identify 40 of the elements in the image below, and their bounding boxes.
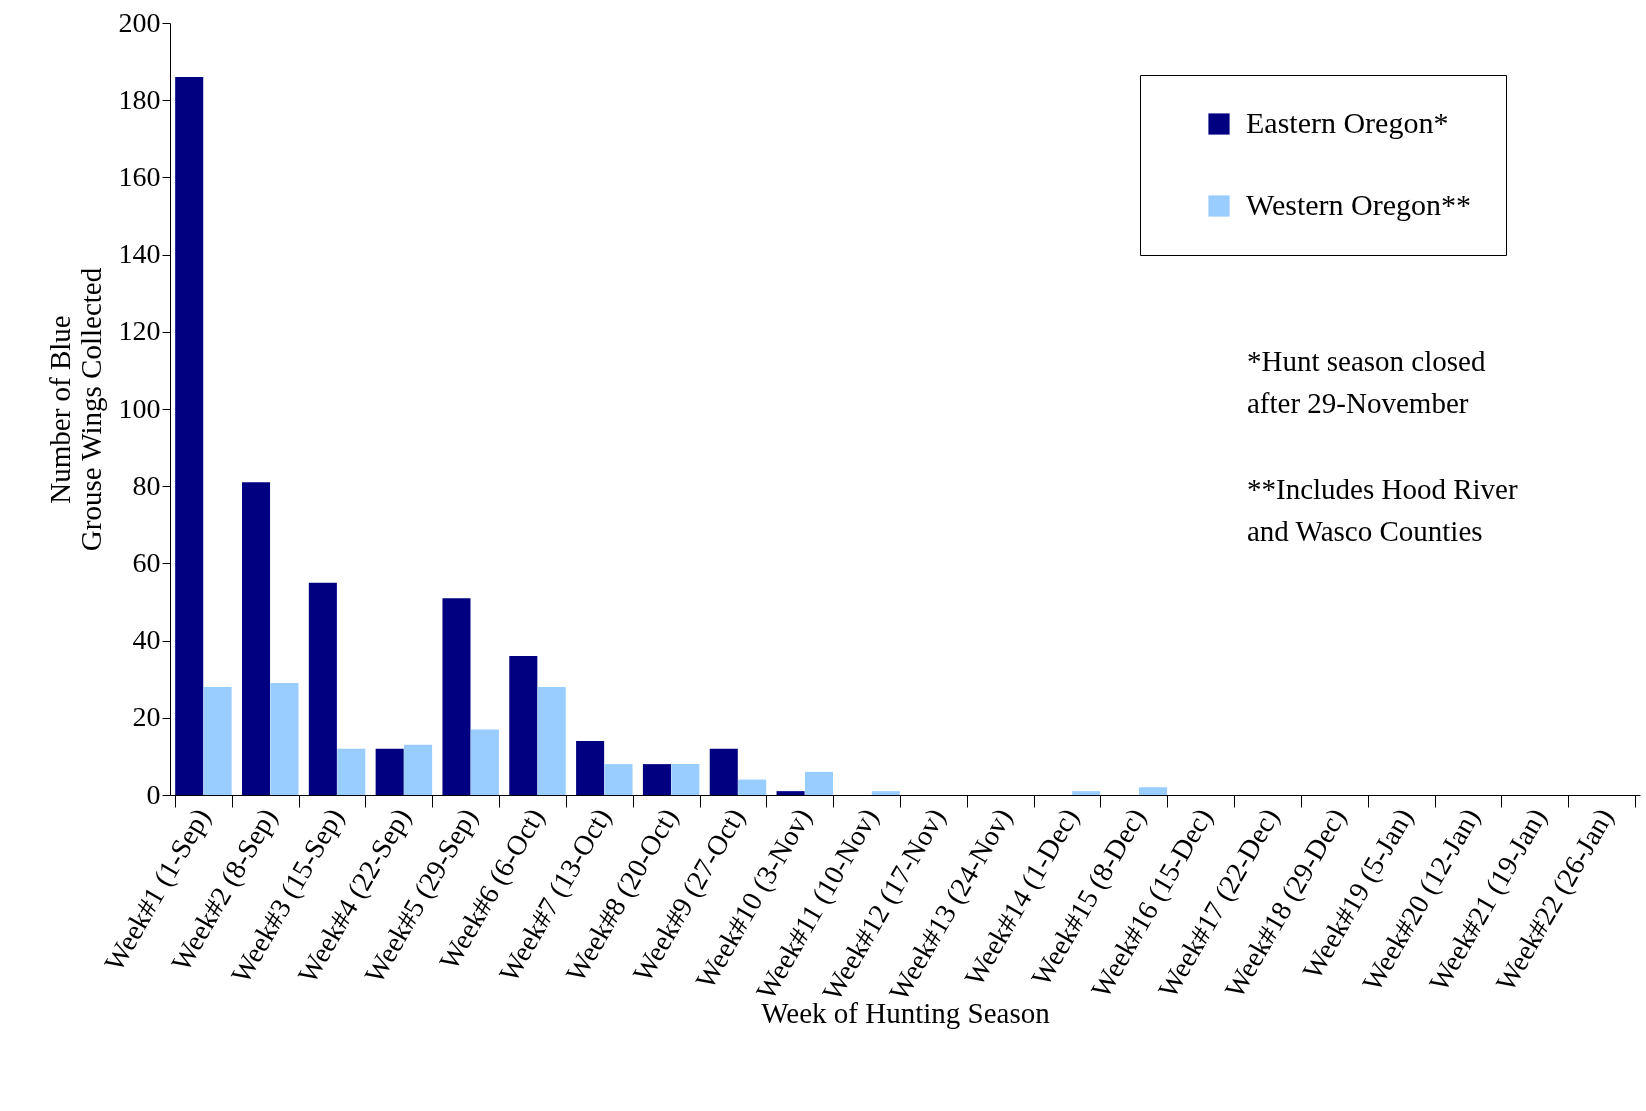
bar — [203, 686, 232, 795]
y-tick-label: 80 — [132, 469, 161, 501]
bar — [738, 779, 767, 795]
bar — [642, 764, 671, 795]
bar — [175, 77, 204, 795]
bar — [337, 748, 366, 795]
y-axis-title: Number of Blue Grouse Wings Collected — [43, 267, 107, 552]
bar — [1139, 787, 1168, 795]
bar — [1072, 791, 1101, 795]
bar — [671, 764, 700, 795]
bar — [509, 656, 538, 795]
y-tick-label: 180 — [118, 83, 161, 115]
y-tick-label: 100 — [118, 392, 161, 424]
annotation: *Hunt season closed after 29-November — [1247, 345, 1486, 419]
y-tick-label: 20 — [132, 701, 161, 733]
bar — [537, 686, 566, 795]
bar — [604, 764, 633, 795]
y-tick-label: 200 — [118, 6, 161, 38]
legend-label: Eastern Oregon* — [1246, 106, 1449, 139]
bar — [404, 744, 433, 795]
bar — [804, 771, 833, 795]
y-tick-label: 120 — [118, 315, 161, 347]
y-tick-label: 140 — [118, 238, 161, 270]
y-tick-label: 160 — [118, 160, 161, 192]
annotation: **Includes Hood River and Wasco Counties — [1247, 473, 1518, 547]
bar — [270, 683, 299, 795]
bar — [242, 482, 271, 795]
bar — [375, 748, 404, 795]
y-tick-label: 0 — [146, 778, 161, 810]
legend-label: Western Oregon** — [1246, 188, 1472, 221]
x-axis-title: Week of Hunting Season — [761, 996, 1051, 1029]
bar — [576, 740, 605, 795]
bar — [308, 582, 337, 795]
bar — [470, 729, 499, 795]
y-tick-label: 60 — [132, 546, 161, 578]
bar — [776, 791, 805, 795]
y-tick-label: 40 — [132, 624, 161, 656]
bar — [709, 748, 738, 795]
bar — [442, 598, 471, 795]
bar — [871, 791, 900, 795]
